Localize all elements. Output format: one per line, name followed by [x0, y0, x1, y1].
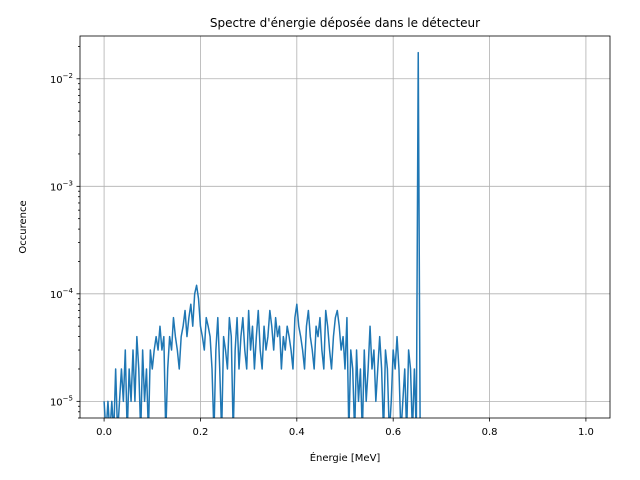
x-axis-ticks: 0.0 0.2 0.4 0.6 0.8 1.0 [96, 418, 594, 438]
y-tick-label: 10−3 [50, 179, 73, 193]
series-layer [103, 51, 421, 418]
y-axis-label: Occurence [18, 200, 29, 253]
chart-title: Spectre d'énergie déposée dans le détect… [210, 16, 480, 30]
y-axis-ticks: 10−5 10−4 10−3 10−2 [50, 46, 80, 419]
x-tick-label: 0.6 [385, 427, 401, 438]
y-tick-label: 10−2 [50, 72, 73, 86]
grid [80, 36, 610, 418]
x-tick-label: 0.4 [289, 427, 305, 438]
plot-frame [79, 35, 611, 419]
x-tick-label: 0.2 [193, 427, 209, 438]
x-tick-label: 1.0 [578, 427, 594, 438]
x-axis-label: Énergie [MeV] [310, 451, 381, 464]
y-tick-label: 10−5 [50, 394, 73, 408]
x-tick-label: 0.8 [482, 427, 498, 438]
x-tick-label: 0.0 [96, 427, 112, 438]
y-tick-label: 10−4 [50, 287, 74, 301]
series-line-spectre [103, 51, 421, 418]
